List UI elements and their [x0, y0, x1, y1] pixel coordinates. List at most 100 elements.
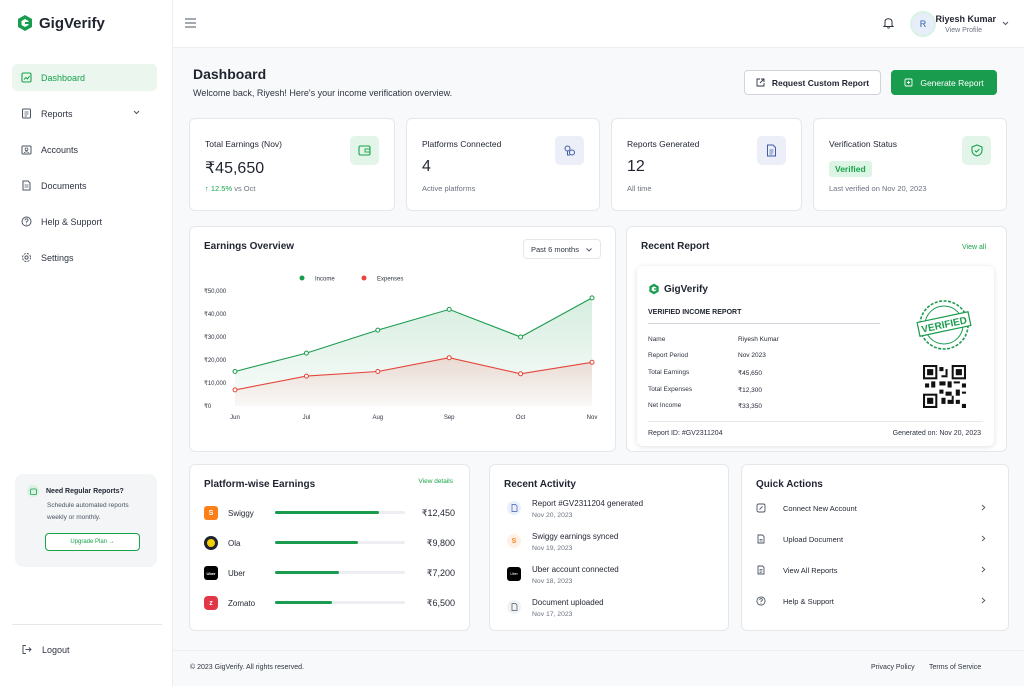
hamburger-menu-icon[interactable] — [185, 18, 196, 28]
data-point-expenses[interactable] — [232, 387, 238, 393]
platform-amount: ₹12,450 — [421, 507, 455, 518]
data-point-income[interactable] — [518, 334, 524, 340]
platform-progress-track — [275, 511, 405, 514]
stat-sub: Last verified on Nov 20, 2023 — [829, 184, 927, 193]
avatar[interactable]: R — [910, 11, 936, 37]
view-all-link[interactable]: View all — [962, 244, 986, 251]
report-preview[interactable]: GigVerify VERIFIED INCOME REPORT Name Ri… — [637, 266, 994, 446]
wallet-icon — [350, 136, 379, 165]
data-point-expenses[interactable] — [303, 373, 309, 379]
sidebar-item-help[interactable]: Help & Support — [12, 208, 157, 235]
report-heading: VERIFIED INCOME REPORT — [648, 309, 742, 316]
stat-card-verification: Verification Status Verified Last verifi… — [813, 118, 1007, 211]
logout-button[interactable]: Logout — [21, 644, 70, 655]
data-point-expenses[interactable] — [375, 369, 381, 374]
request-custom-report-button[interactable]: Request Custom Report — [744, 70, 881, 95]
quick-actions-title: Quick Actions — [756, 479, 823, 490]
quick-action-help-support[interactable]: Help & Support — [756, 593, 994, 609]
quick-action-connect-account[interactable]: Connect New Account — [756, 500, 994, 516]
upgrade-plan-button[interactable]: Upgrade Plan → — [45, 533, 140, 551]
list-icon — [757, 565, 765, 575]
view-profile-link[interactable]: View Profile — [945, 27, 982, 34]
platform-name: Zomato — [228, 598, 256, 608]
series-line-expenses — [234, 357, 593, 391]
sidebar: GigVerify Dashboard Reports Accounts Doc… — [0, 0, 173, 686]
platform-row-ola[interactable]: Ola ₹9,800 — [204, 535, 455, 551]
x-tick-label: Nov — [587, 415, 598, 421]
activity-item[interactable]: S Swiggy earnings synced Nov 19, 2023 — [504, 532, 724, 558]
brand-logo[interactable]: GigVerify — [16, 14, 105, 32]
stat-label: Verification Status — [829, 139, 898, 149]
chevron-right-icon — [981, 504, 986, 511]
platform-progress-bar — [275, 571, 339, 574]
calendar-icon — [27, 485, 39, 497]
platform-amount: ₹7,200 — [426, 567, 455, 578]
chevron-down-icon[interactable] — [1002, 21, 1009, 26]
terms-of-service-link[interactable]: Terms of Service — [929, 664, 982, 671]
logout-label: Logout — [42, 644, 70, 655]
activity-item[interactable]: Document uploaded Nov 17, 2023 — [504, 598, 724, 624]
data-point-expenses[interactable] — [518, 371, 524, 377]
report-key: Report Period — [648, 352, 689, 359]
platform-earnings-card: Platform-wise Earnings View details S Sw… — [189, 464, 470, 631]
platform-row-swiggy[interactable]: S Swiggy ₹12,450 — [204, 505, 455, 521]
data-point-expenses[interactable] — [446, 355, 452, 361]
platform-name: Swiggy — [228, 508, 254, 518]
report-brand-name: GigVerify — [664, 283, 708, 295]
activity-item[interactable]: Uber Uber account connected Nov 18, 2023 — [504, 565, 724, 591]
recent-activity-title: Recent Activity — [504, 479, 576, 490]
data-point-income[interactable] — [232, 369, 238, 374]
data-point-income[interactable] — [589, 295, 595, 301]
sidebar-item-label: Reports — [41, 108, 73, 119]
sidebar-item-documents[interactable]: Documents — [12, 172, 157, 199]
platform-progress-track — [275, 601, 405, 604]
view-details-link[interactable]: View details — [418, 478, 453, 485]
activity-item[interactable]: Report #GV2311204 generated Nov 20, 2023 — [504, 499, 724, 525]
quick-action-upload-document[interactable]: Upload Document — [756, 531, 994, 547]
upload-doc-icon — [507, 600, 521, 614]
report-value: Nov 2023 — [738, 352, 766, 359]
report-value: ₹12,300 — [738, 387, 763, 394]
date-range-select[interactable]: Past 6 months — [523, 239, 601, 259]
y-tick-label: ₹40,000 — [204, 311, 227, 318]
privacy-policy-link[interactable]: Privacy Policy — [871, 664, 915, 671]
documents-icon — [22, 180, 31, 191]
data-point-income[interactable] — [303, 350, 309, 356]
report-footer-divider — [648, 421, 983, 422]
promo-title: Need Regular Reports? — [27, 485, 146, 497]
data-point-income[interactable] — [375, 327, 381, 333]
quick-action-label: Upload Document — [783, 534, 844, 544]
sidebar-item-dashboard[interactable]: Dashboard — [12, 64, 157, 91]
platform-earnings-title: Platform-wise Earnings — [204, 479, 316, 490]
quick-action-view-reports[interactable]: View All Reports — [756, 562, 994, 578]
data-point-expenses[interactable] — [589, 359, 595, 365]
platform-row-zomato[interactable]: z Zomato ₹6,500 — [204, 595, 455, 611]
generate-report-button[interactable]: Generate Report — [891, 70, 997, 95]
sidebar-item-settings[interactable]: Settings — [12, 244, 157, 271]
notification-bell-icon[interactable] — [883, 17, 894, 29]
quick-actions-card: Quick Actions Connect New Account Upload… — [741, 464, 1009, 631]
activity-title: Uber account connected — [532, 565, 619, 574]
swiggy-icon: S — [204, 506, 218, 520]
uber-icon: Uber — [204, 566, 218, 580]
help-icon — [21, 216, 32, 227]
platform-progress-track — [275, 571, 405, 574]
status-badge: Verified — [829, 161, 872, 177]
report-value: ₹33,350 — [738, 403, 763, 410]
promo-title-text: Need Regular Reports? — [46, 487, 124, 495]
data-point-income[interactable] — [446, 306, 452, 312]
stat-label: Platforms Connected — [422, 139, 502, 149]
quick-action-label: Help & Support — [783, 596, 834, 606]
link-icon — [756, 503, 766, 513]
sidebar-divider — [12, 624, 162, 625]
sidebar-item-reports[interactable]: Reports — [12, 100, 157, 127]
gigverify-logo-icon — [18, 15, 32, 31]
activity-time: Nov 17, 2023 — [532, 611, 573, 618]
user-name[interactable]: Riyesh Kumar — [935, 14, 996, 24]
chevron-right-icon — [981, 566, 986, 573]
chevron-down-icon[interactable] — [133, 110, 140, 115]
sidebar-item-accounts[interactable]: Accounts — [12, 136, 157, 163]
platform-row-uber[interactable]: Uber Uber ₹7,200 — [204, 565, 455, 581]
x-tick-label: Sep — [444, 415, 455, 421]
stat-card-reports: Reports Generated 12 All time — [611, 118, 802, 211]
